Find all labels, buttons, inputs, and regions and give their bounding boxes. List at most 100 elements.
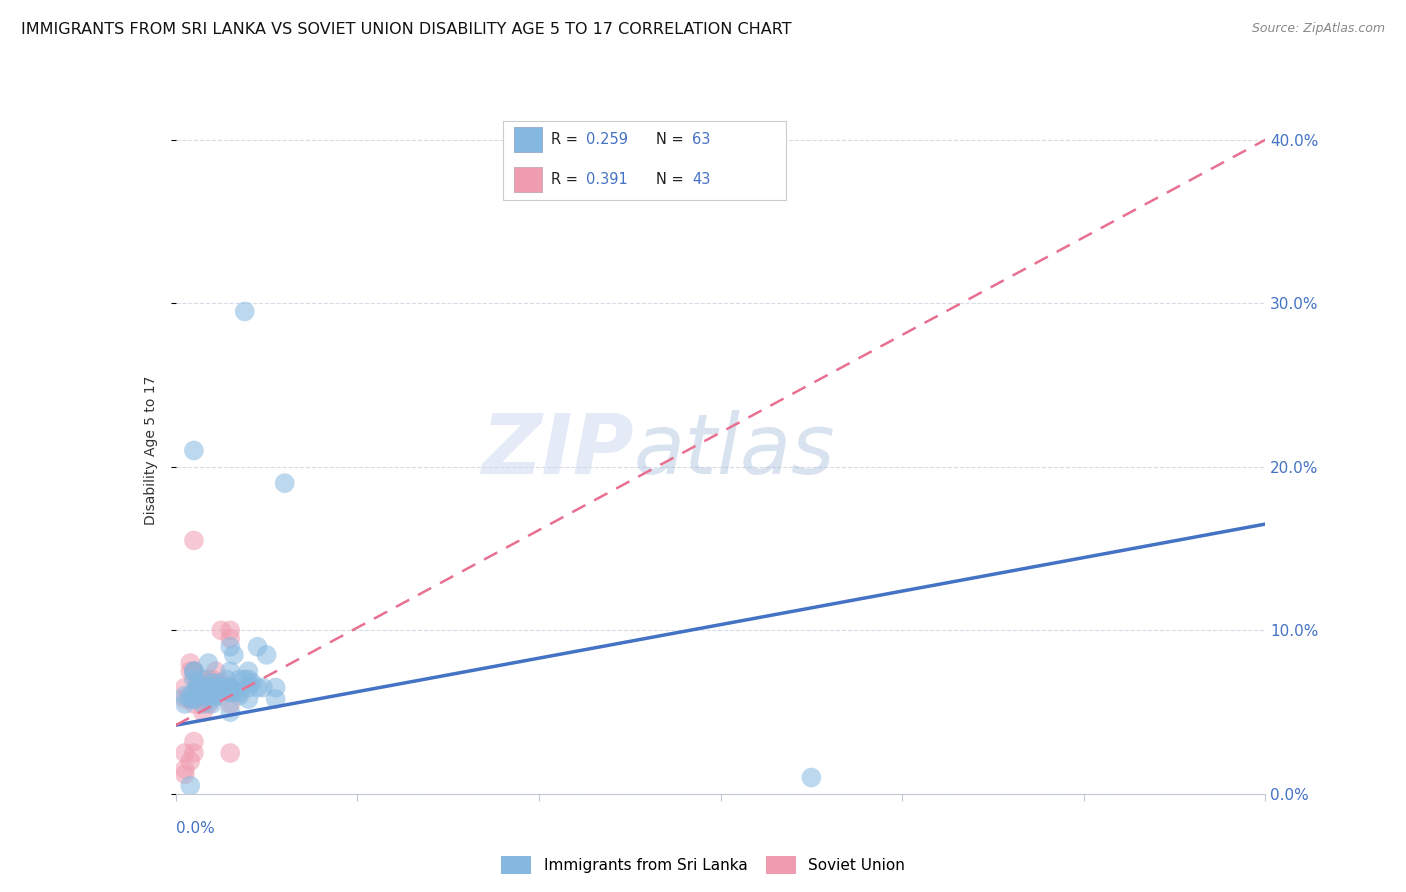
Point (209, 624, 232, 638)
Text: IMMIGRANTS FROM SRI LANKA VS SOVIET UNION DISABILITY AGE 5 TO 17 CORRELATION CHA: IMMIGRANTS FROM SRI LANKA VS SOVIET UNIO… (21, 22, 792, 37)
Point (191, 692, 214, 706)
Point (186, 675, 209, 690)
Point (219, 632, 242, 646)
Point (201, 675, 224, 690)
Point (204, 664, 226, 679)
Point (183, 746, 205, 760)
Point (183, 533, 205, 548)
Point (233, 673, 256, 687)
Point (201, 685, 224, 699)
Point (173, 692, 195, 706)
Point (252, 681, 274, 695)
Point (800, 771, 823, 785)
Y-axis label: Disability Age 5 to 17: Disability Age 5 to 17 (143, 376, 157, 525)
Point (197, 675, 219, 690)
Point (197, 697, 219, 711)
Point (201, 689, 224, 703)
Point (233, 304, 256, 318)
Point (183, 734, 205, 748)
Point (183, 664, 205, 679)
Point (201, 689, 224, 703)
Point (201, 681, 224, 695)
Point (179, 779, 201, 793)
Point (183, 697, 205, 711)
Point (238, 681, 260, 695)
Point (201, 685, 224, 699)
Point (215, 681, 238, 695)
Point (219, 685, 242, 699)
Point (179, 689, 201, 703)
Point (197, 689, 219, 703)
Point (186, 681, 209, 695)
Point (219, 681, 242, 695)
Point (215, 681, 238, 695)
Point (228, 685, 250, 699)
Point (173, 697, 195, 711)
Point (209, 681, 232, 695)
Point (274, 476, 297, 491)
Point (219, 640, 242, 654)
Point (179, 664, 201, 679)
Text: ZIP: ZIP (481, 410, 633, 491)
Point (197, 673, 219, 687)
Point (179, 692, 201, 706)
Point (183, 692, 205, 706)
Point (191, 681, 214, 695)
Point (186, 685, 209, 699)
Point (264, 681, 287, 695)
Point (173, 762, 195, 776)
Point (219, 746, 242, 760)
Point (215, 673, 238, 687)
Point (186, 681, 209, 695)
Point (173, 681, 195, 695)
Point (209, 681, 232, 695)
Point (204, 675, 226, 690)
Point (201, 685, 224, 699)
Text: 0.0%: 0.0% (176, 822, 215, 837)
Legend: Immigrants from Sri Lanka, Soviet Union: Immigrants from Sri Lanka, Soviet Union (495, 850, 911, 880)
Point (256, 648, 278, 662)
Point (209, 681, 232, 695)
Point (191, 675, 214, 690)
Point (191, 685, 214, 699)
Point (238, 664, 260, 679)
Point (191, 673, 214, 687)
Point (246, 681, 269, 695)
Point (183, 664, 205, 679)
Text: atlas: atlas (633, 410, 835, 491)
Point (222, 685, 245, 699)
Point (183, 664, 205, 679)
Point (201, 685, 224, 699)
Point (191, 705, 214, 719)
Point (228, 673, 250, 687)
Point (222, 648, 245, 662)
Point (183, 443, 205, 458)
Point (209, 681, 232, 695)
Point (209, 689, 232, 703)
Point (183, 664, 205, 679)
Point (186, 681, 209, 695)
Point (191, 697, 214, 711)
Point (204, 681, 226, 695)
Point (238, 673, 260, 687)
Point (219, 685, 242, 699)
Point (191, 689, 214, 703)
Point (197, 656, 219, 670)
Point (228, 689, 250, 703)
Point (173, 746, 195, 760)
Point (173, 767, 195, 781)
Point (246, 640, 269, 654)
Point (219, 624, 242, 638)
Point (219, 664, 242, 679)
Point (183, 673, 205, 687)
Point (201, 673, 224, 687)
Point (219, 681, 242, 695)
Point (238, 692, 260, 706)
Point (204, 685, 226, 699)
Point (183, 692, 205, 706)
Text: Source: ZipAtlas.com: Source: ZipAtlas.com (1251, 22, 1385, 36)
Point (209, 675, 232, 690)
Point (215, 681, 238, 695)
Point (219, 705, 242, 719)
Point (179, 656, 201, 670)
